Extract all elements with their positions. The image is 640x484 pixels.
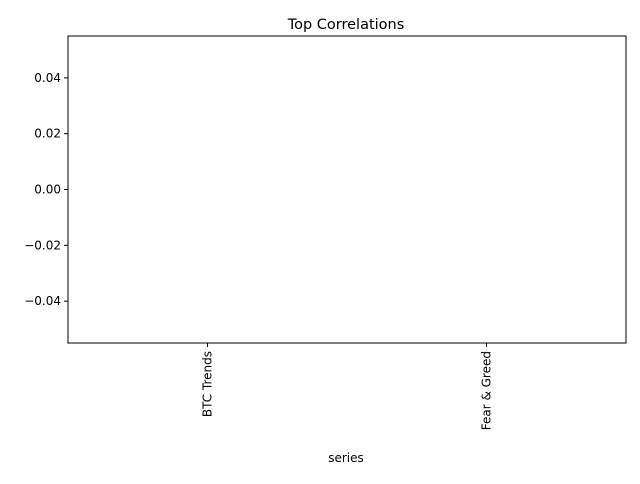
x-axis: BTC Trends Fear & Greed (201, 343, 494, 430)
y-tick-label: −0.02 (24, 238, 61, 252)
x-tick-label: Fear & Greed (480, 351, 494, 430)
y-tick-label: −0.04 (24, 294, 61, 308)
x-axis-label: series (328, 451, 364, 465)
y-tick-label: 0.02 (34, 127, 61, 141)
y-tick-label: 0.00 (34, 183, 61, 197)
x-tick-label: BTC Trends (201, 351, 215, 417)
chart-title: Top Correlations (287, 17, 405, 33)
y-tick-label: 0.04 (34, 71, 61, 85)
y-axis: 0.04 0.02 0.00 −0.02 −0.04 (24, 71, 68, 308)
